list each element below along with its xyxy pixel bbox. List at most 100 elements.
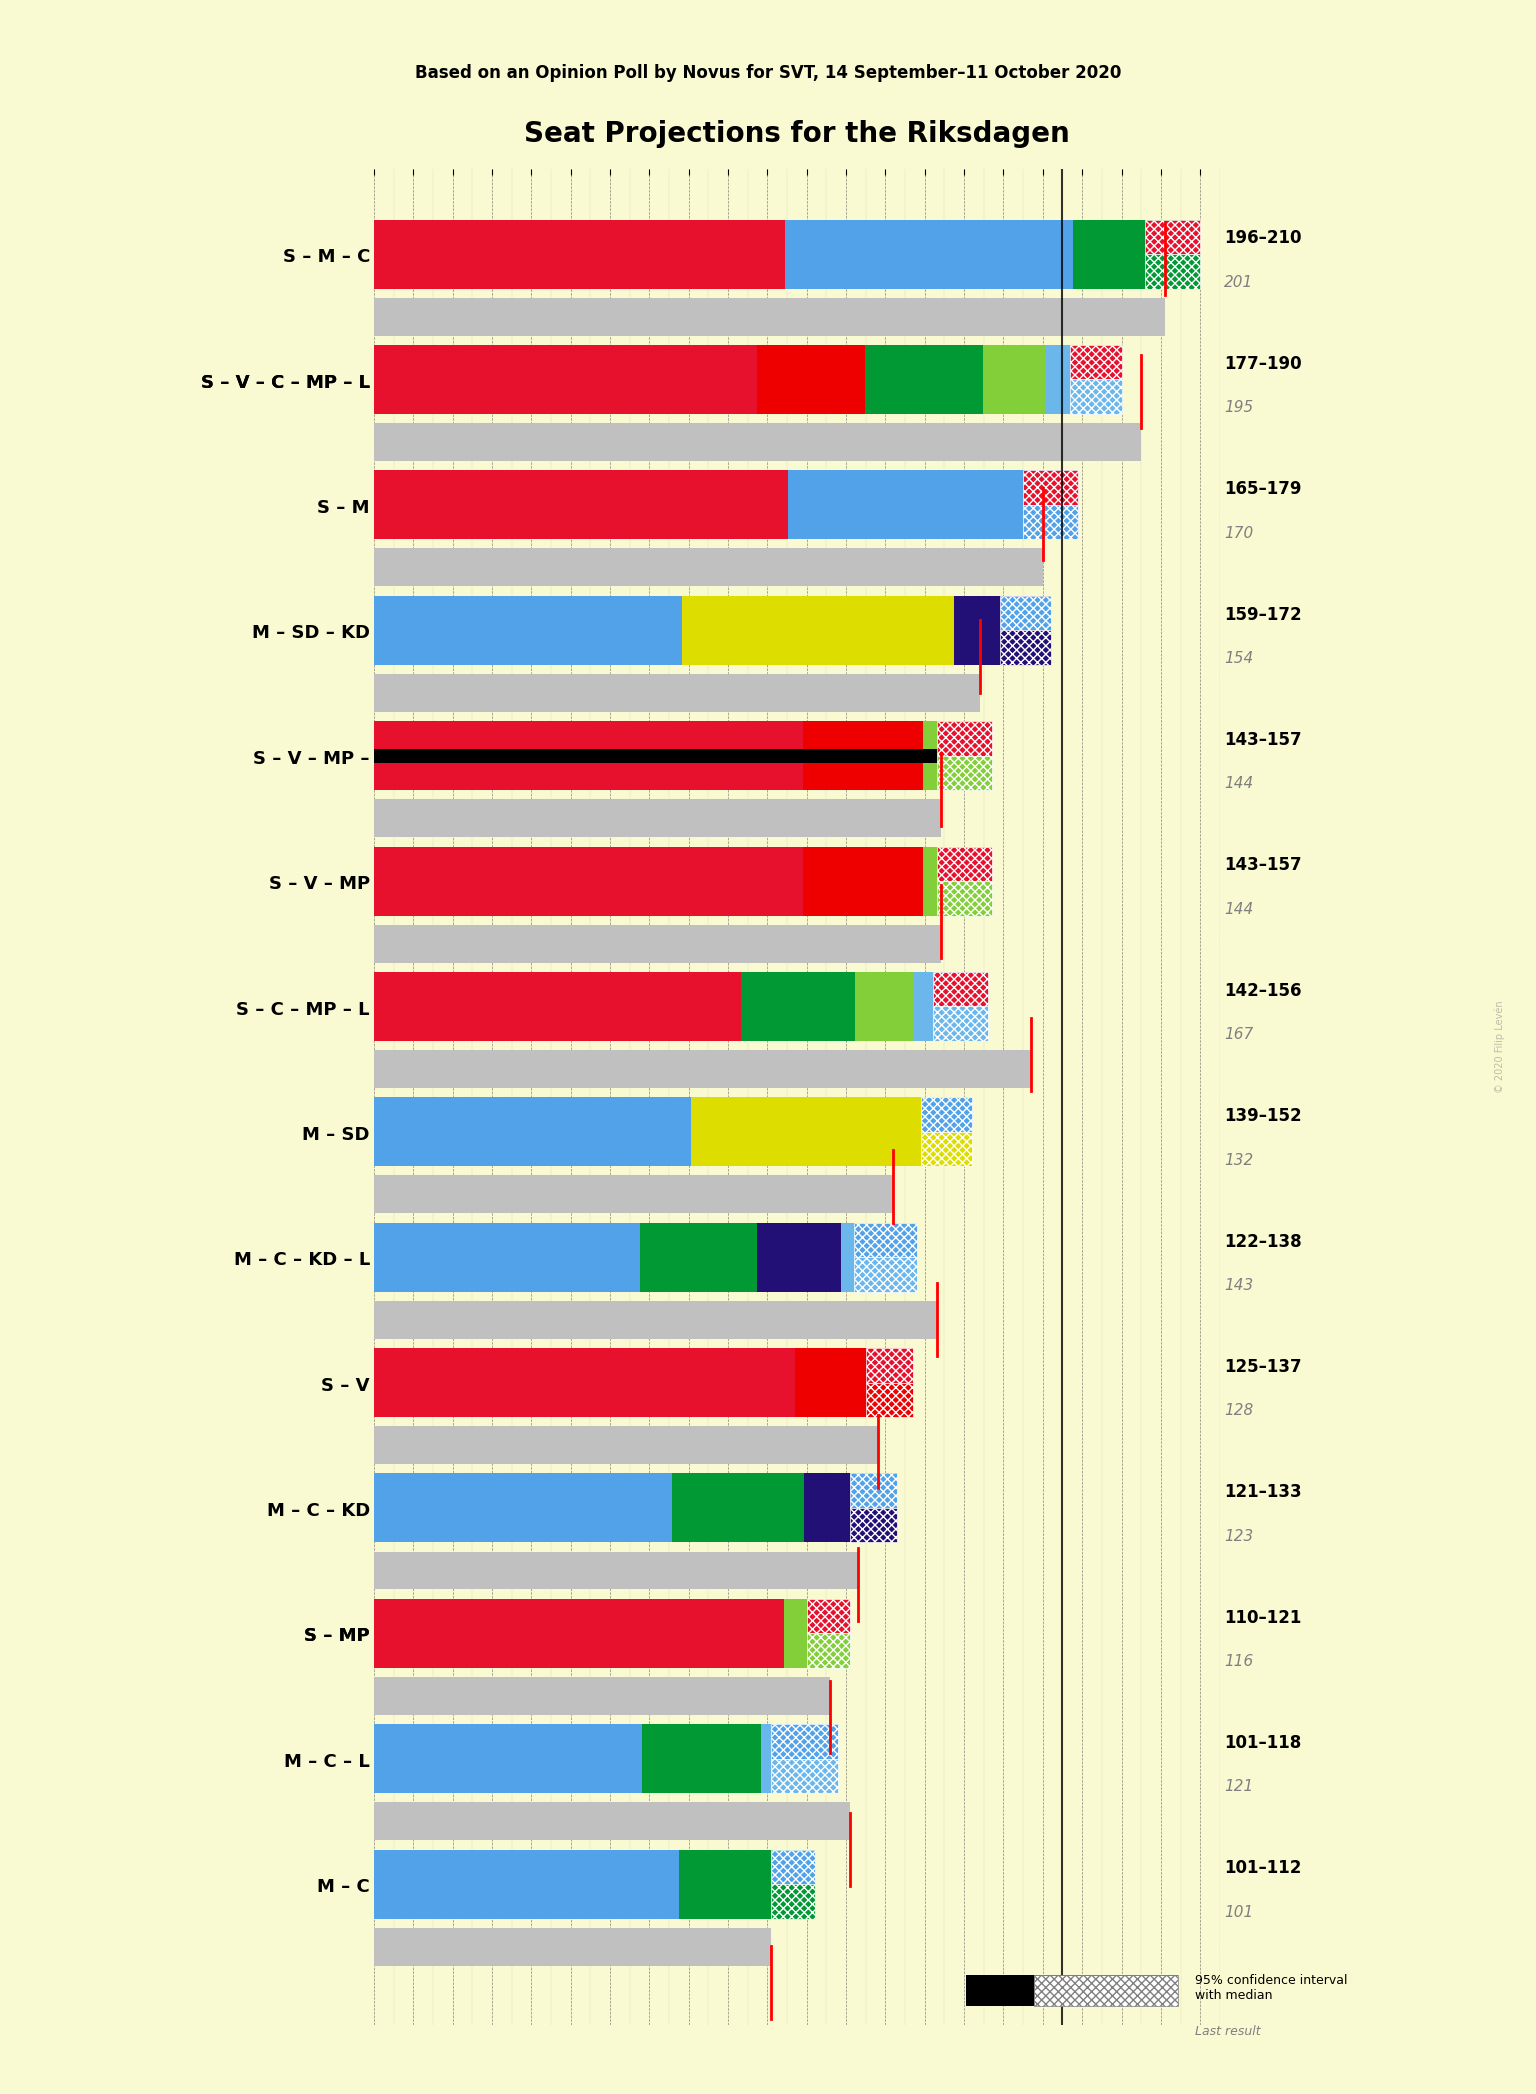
Text: 116: 116 <box>1224 1654 1253 1669</box>
Bar <box>937 846 992 882</box>
Text: S – V: S – V <box>321 1376 370 1395</box>
Bar <box>373 220 785 289</box>
Bar <box>691 1097 972 1166</box>
Bar <box>854 1256 917 1292</box>
Bar <box>373 1300 937 1338</box>
Bar <box>373 549 1043 586</box>
Bar <box>1000 630 1051 664</box>
Bar <box>771 1849 814 1885</box>
Bar <box>983 346 1044 415</box>
Bar <box>373 1049 1031 1089</box>
Text: 121–133: 121–133 <box>1224 1483 1301 1501</box>
Bar <box>849 1508 897 1543</box>
Bar <box>937 882 992 915</box>
Bar <box>865 346 983 415</box>
Bar <box>373 720 803 789</box>
Text: 142–156: 142–156 <box>1224 982 1301 999</box>
Bar <box>840 1223 917 1292</box>
Bar <box>373 1175 894 1212</box>
Bar <box>954 597 1051 664</box>
Text: 167: 167 <box>1224 1028 1253 1043</box>
Text: 143–157: 143–157 <box>1224 856 1301 875</box>
Bar <box>1071 346 1121 379</box>
Bar <box>771 1885 814 1918</box>
Bar <box>373 1677 831 1715</box>
Text: 121: 121 <box>1224 1780 1253 1795</box>
Text: Based on an Opinion Poll by Novus for SVT, 14 September–11 October 2020: Based on an Opinion Poll by Novus for SV… <box>415 65 1121 82</box>
Bar <box>373 800 940 838</box>
Bar <box>757 346 865 415</box>
Text: 95% confidence interval
with median: 95% confidence interval with median <box>1195 1973 1347 2002</box>
Bar <box>788 471 1078 540</box>
Bar <box>373 423 1141 461</box>
Text: 201: 201 <box>1224 274 1253 289</box>
Bar <box>937 756 992 789</box>
Bar <box>373 750 992 762</box>
Bar <box>849 1474 897 1508</box>
Bar <box>771 1759 839 1792</box>
Bar <box>373 1474 671 1543</box>
Bar <box>806 1600 849 1633</box>
Bar <box>1034 1975 1178 2006</box>
Text: 101: 101 <box>1224 1906 1253 1920</box>
Text: S – C – MP – L: S – C – MP – L <box>237 1001 370 1018</box>
Text: M – C: M – C <box>316 1878 370 1897</box>
Bar <box>679 1849 814 1918</box>
Bar <box>373 1426 877 1464</box>
Text: 165–179: 165–179 <box>1224 480 1301 498</box>
Bar <box>373 674 980 712</box>
Text: S – V – MP –: S – V – MP – <box>253 750 370 768</box>
Bar <box>785 1600 849 1667</box>
Bar <box>932 972 988 1007</box>
Bar <box>937 720 992 756</box>
Bar <box>796 1349 912 1418</box>
Bar <box>373 926 940 963</box>
Bar <box>1000 597 1051 630</box>
Bar <box>373 1849 679 1918</box>
Text: 170: 170 <box>1224 526 1253 540</box>
Bar <box>373 846 803 915</box>
Bar <box>373 1600 785 1667</box>
Text: 159–172: 159–172 <box>1224 605 1301 624</box>
Bar <box>866 1382 912 1418</box>
Text: 125–137: 125–137 <box>1224 1357 1301 1376</box>
Bar <box>373 597 682 664</box>
Text: 177–190: 177–190 <box>1224 354 1301 373</box>
Bar <box>920 1131 972 1166</box>
Bar <box>742 972 856 1041</box>
Bar <box>920 1097 972 1131</box>
Bar <box>1023 471 1078 505</box>
Bar <box>373 1223 639 1292</box>
Bar <box>1072 220 1200 289</box>
Bar <box>1146 220 1200 253</box>
Bar <box>373 1097 691 1166</box>
Bar <box>762 1723 839 1792</box>
Bar <box>771 1723 839 1759</box>
Bar <box>923 720 992 789</box>
Bar <box>854 1223 917 1256</box>
Bar <box>966 1975 1178 2006</box>
Bar <box>373 1552 859 1589</box>
Bar <box>682 597 954 664</box>
Bar <box>373 1803 849 1841</box>
Text: 143: 143 <box>1224 1277 1253 1292</box>
Text: 132: 132 <box>1224 1152 1253 1168</box>
Text: © 2020 Filip Levén: © 2020 Filip Levén <box>1495 1001 1505 1093</box>
Bar <box>671 1474 803 1543</box>
Text: 144: 144 <box>1224 777 1253 792</box>
Text: 154: 154 <box>1224 651 1253 666</box>
Text: S – V – C – MP – L: S – V – C – MP – L <box>201 373 370 392</box>
Text: S – MP: S – MP <box>304 1627 370 1646</box>
Text: 196–210: 196–210 <box>1224 230 1301 247</box>
Text: S – V – C – MP – L: S – V – C – MP – L <box>201 373 370 392</box>
Bar <box>856 972 914 1041</box>
Text: S – M – C: S – M – C <box>283 249 370 266</box>
Bar <box>639 1223 757 1292</box>
Text: M – C – L: M – C – L <box>284 1753 370 1772</box>
Bar <box>803 846 923 915</box>
Bar <box>373 1929 771 1966</box>
Bar <box>806 1633 849 1667</box>
Bar <box>373 346 757 415</box>
Bar <box>1044 346 1121 415</box>
Text: 144: 144 <box>1224 903 1253 917</box>
